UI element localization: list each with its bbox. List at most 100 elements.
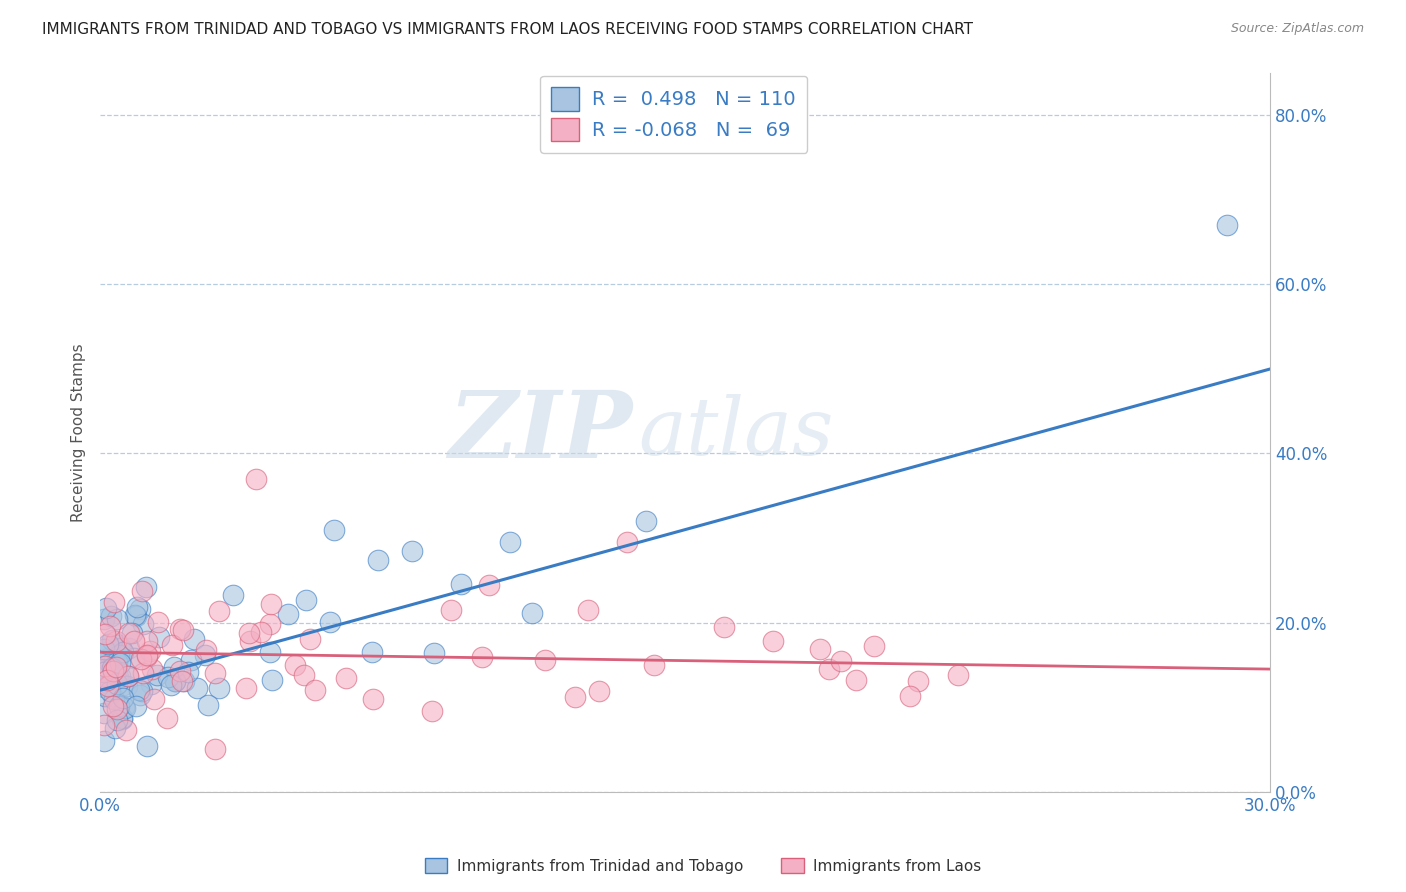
- Point: [131, 583, 153, 598]
- Point: [238, 625, 260, 640]
- Point: [117, 669, 139, 683]
- Point: [93, 659, 115, 673]
- Point: [194, 648, 217, 662]
- Point: [169, 665, 191, 679]
- Point: [208, 681, 231, 695]
- Point: [284, 657, 307, 672]
- Point: [97, 654, 120, 668]
- Point: [762, 634, 785, 648]
- Point: [118, 626, 141, 640]
- Point: [163, 660, 186, 674]
- Point: [420, 705, 443, 719]
- Point: [146, 668, 169, 682]
- Point: [93, 706, 115, 721]
- Point: [361, 645, 384, 659]
- Point: [588, 684, 610, 698]
- Point: [907, 673, 929, 688]
- Point: [117, 668, 139, 682]
- Point: [471, 649, 494, 664]
- Point: [946, 668, 969, 682]
- Y-axis label: Receiving Food Stamps: Receiving Food Stamps: [72, 343, 86, 522]
- Point: [103, 699, 125, 714]
- Point: [260, 597, 283, 611]
- Point: [129, 601, 152, 615]
- Point: [122, 633, 145, 648]
- Point: [319, 615, 342, 629]
- Point: [128, 688, 150, 702]
- Point: [520, 607, 543, 621]
- Text: Source: ZipAtlas.com: Source: ZipAtlas.com: [1230, 22, 1364, 36]
- Point: [101, 664, 124, 678]
- Point: [259, 645, 281, 659]
- Text: IMMIGRANTS FROM TRINIDAD AND TOBAGO VS IMMIGRANTS FROM LAOS RECEIVING FOOD STAMP: IMMIGRANTS FROM TRINIDAD AND TOBAGO VS I…: [42, 22, 973, 37]
- Point: [100, 609, 122, 624]
- Point: [108, 640, 131, 655]
- Point: [250, 624, 273, 639]
- Point: [1216, 218, 1239, 232]
- Point: [204, 742, 226, 756]
- Point: [169, 622, 191, 636]
- Point: [148, 630, 170, 644]
- Point: [183, 632, 205, 647]
- Point: [156, 710, 179, 724]
- Point: [103, 595, 125, 609]
- Point: [143, 692, 166, 706]
- Point: [111, 712, 134, 726]
- Point: [129, 652, 152, 666]
- Point: [172, 673, 194, 688]
- Point: [186, 681, 208, 695]
- Point: [401, 543, 423, 558]
- Legend: R =  0.498   N = 110, R = -0.068   N =  69: R = 0.498 N = 110, R = -0.068 N = 69: [540, 76, 807, 153]
- Point: [222, 588, 245, 602]
- Point: [108, 699, 131, 714]
- Point: [97, 679, 120, 693]
- Point: [103, 652, 125, 666]
- Point: [197, 698, 219, 712]
- Point: [118, 641, 141, 656]
- Point: [808, 642, 831, 657]
- Point: [163, 673, 186, 688]
- Point: [160, 638, 183, 652]
- Point: [105, 713, 128, 727]
- Point: [180, 652, 202, 666]
- Point: [173, 673, 195, 688]
- Point: [96, 673, 118, 687]
- Point: [93, 665, 115, 680]
- Point: [104, 666, 127, 681]
- Point: [127, 599, 149, 614]
- Point: [172, 624, 194, 638]
- Point: [103, 721, 125, 735]
- Point: [533, 653, 555, 667]
- Point: [105, 612, 128, 626]
- Point: [259, 617, 281, 632]
- Point: [93, 734, 115, 748]
- Point: [112, 645, 135, 659]
- Point: [713, 620, 735, 634]
- Point: [335, 671, 357, 685]
- Point: [114, 701, 136, 715]
- Point: [139, 677, 162, 691]
- Point: [112, 678, 135, 692]
- Point: [101, 633, 124, 648]
- Point: [105, 660, 128, 674]
- Point: [110, 669, 132, 683]
- Point: [830, 654, 852, 668]
- Point: [98, 684, 121, 698]
- Point: [124, 608, 146, 623]
- Point: [298, 632, 321, 646]
- Point: [105, 634, 128, 648]
- Point: [97, 637, 120, 651]
- Point: [160, 678, 183, 692]
- Point: [323, 523, 346, 537]
- Point: [177, 665, 200, 679]
- Point: [636, 514, 658, 528]
- Point: [115, 723, 138, 737]
- Legend: Immigrants from Trinidad and Tobago, Immigrants from Laos: Immigrants from Trinidad and Tobago, Imm…: [419, 852, 987, 880]
- Point: [125, 698, 148, 713]
- Point: [93, 627, 115, 641]
- Point: [165, 674, 187, 689]
- Point: [367, 553, 389, 567]
- Point: [121, 626, 143, 640]
- Point: [643, 657, 665, 672]
- Point: [100, 661, 122, 675]
